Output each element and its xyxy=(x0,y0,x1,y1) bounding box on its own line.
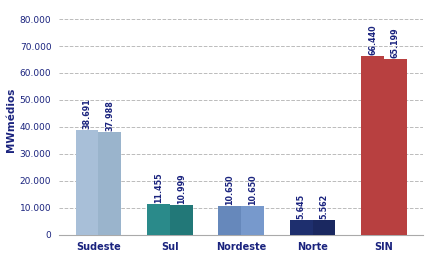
Bar xyxy=(147,204,170,235)
Text: 10.650: 10.650 xyxy=(248,174,257,205)
Text: 10.999: 10.999 xyxy=(177,173,186,204)
Bar xyxy=(313,220,335,235)
Text: 11.455: 11.455 xyxy=(154,172,163,203)
Bar xyxy=(290,220,313,235)
Bar xyxy=(384,59,407,235)
Bar xyxy=(76,131,98,235)
Bar xyxy=(170,205,193,235)
Text: 37.988: 37.988 xyxy=(106,100,114,131)
Bar xyxy=(218,206,241,235)
Text: 66.440: 66.440 xyxy=(368,24,377,54)
Y-axis label: MWmédios: MWmédios xyxy=(6,88,15,152)
Bar xyxy=(241,206,264,235)
Bar xyxy=(98,132,121,235)
Text: 65.199: 65.199 xyxy=(391,27,400,58)
Text: 38.691: 38.691 xyxy=(82,99,91,129)
Bar xyxy=(361,56,384,235)
Text: 10.650: 10.650 xyxy=(225,174,234,205)
Text: 5.645: 5.645 xyxy=(297,194,306,219)
Text: 5.562: 5.562 xyxy=(320,194,329,219)
